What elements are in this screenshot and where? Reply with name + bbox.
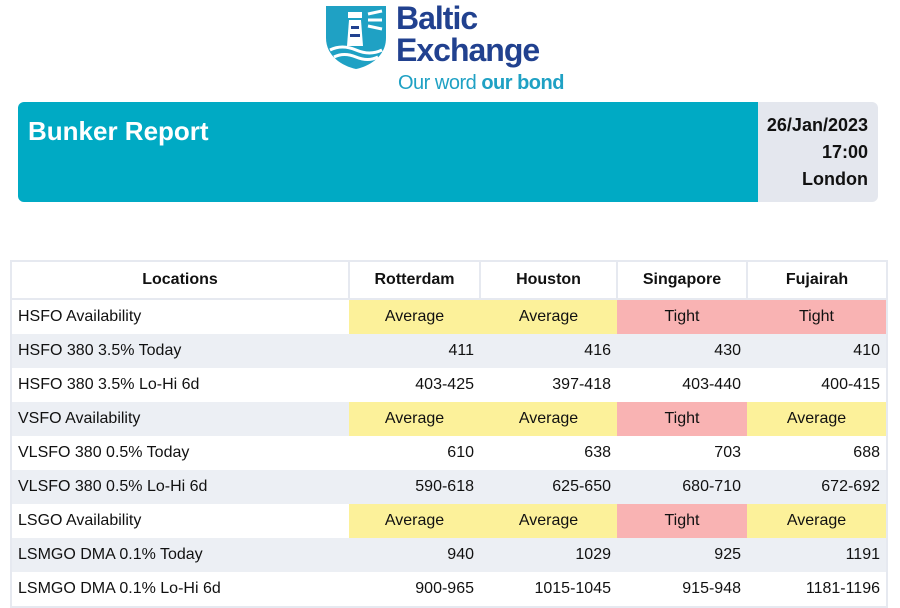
tagline-regular: Our word — [398, 72, 482, 94]
row-label: HSFO 380 3.5% Lo-Hi 6d — [11, 368, 349, 402]
report-header: Bunker Report 26/Jan/2023 17:00 London — [18, 102, 878, 202]
table-row: LSMGO DMA 0.1% Lo-Hi 6d 900-965 1015-1045 9… — [11, 572, 887, 607]
logo-tagline: Our word our bond — [398, 72, 564, 95]
availability-cell: Average — [747, 402, 887, 436]
availability-cell: Tight — [617, 504, 747, 538]
availability-cell: Average — [747, 504, 887, 538]
lighthouse-shield-icon — [326, 6, 386, 69]
header-meta: 26/Jan/2023 17:00 London — [758, 102, 878, 202]
header-banner: Bunker Report — [18, 102, 758, 202]
price-cell: 915-948 — [617, 572, 747, 607]
availability-cell: Average — [480, 402, 617, 436]
table-row: HSFO Availability Average Average Tight Tigh… — [11, 299, 887, 334]
price-cell: 610 — [349, 436, 480, 470]
row-label: HSFO 380 3.5% Today — [11, 334, 349, 368]
price-cell: 1181-1196 — [747, 572, 887, 607]
report-location: London — [802, 169, 868, 189]
table-row: VLSFO 380 0.5% Lo-Hi 6d 590-618 625-650 680… — [11, 470, 887, 504]
availability-cell: Average — [349, 402, 480, 436]
table-header-row: Locations Rotterdam Houston Singapore Fu… — [11, 261, 888, 300]
price-cell: 625-650 — [480, 470, 617, 504]
price-cell: 638 — [480, 436, 617, 470]
price-cell: 1029 — [480, 538, 617, 572]
price-cell: 590-618 — [349, 470, 480, 504]
report-date: 26/Jan/2023 — [766, 115, 868, 135]
availability-cell: Average — [349, 299, 480, 334]
column-header-houston: Houston — [480, 261, 618, 300]
price-cell: 411 — [349, 334, 480, 368]
price-cell: 1191 — [747, 538, 887, 572]
price-cell: 703 — [617, 436, 747, 470]
table-row: VLSFO 380 0.5% Today 610 638 703 688 — [11, 436, 887, 470]
price-cell: 430 — [617, 334, 747, 368]
price-cell: 680-710 — [617, 470, 747, 504]
table-row: VSFO Availability Average Average Tight Aver… — [11, 402, 887, 436]
table-body: HSFO Availability Average Average Tight Tigh… — [11, 299, 887, 607]
price-cell: 925 — [617, 538, 747, 572]
availability-cell: Average — [480, 299, 617, 334]
row-label: LSGO Availability — [11, 504, 349, 538]
table-row: HSFO 380 3.5% Today 411 416 430 410 — [11, 334, 887, 368]
row-label: LSMGO DMA 0.1% Today — [11, 538, 349, 572]
row-label: VLSFO 380 0.5% Lo-Hi 6d — [11, 470, 349, 504]
availability-cell: Tight — [617, 402, 747, 436]
column-header-singapore: Singapore — [617, 261, 748, 300]
price-cell: 940 — [349, 538, 480, 572]
tagline-bold: our bond — [481, 72, 564, 94]
price-cell: 400-415 — [747, 368, 887, 402]
price-cell: 410 — [747, 334, 887, 368]
availability-cell: Tight — [747, 299, 887, 334]
report-time: 17:00 — [821, 142, 868, 162]
table-row: LSMGO DMA 0.1% Today 940 1029 925 1191 — [11, 538, 887, 572]
row-label: VLSFO 380 0.5% Today — [11, 436, 349, 470]
row-label: HSFO Availability — [11, 299, 349, 334]
price-cell: 900-965 — [349, 572, 480, 607]
column-header-rotterdam: Rotterdam — [349, 261, 481, 300]
availability-cell: Average — [349, 504, 480, 538]
column-header-fujairah: Fujairah — [747, 261, 888, 300]
price-cell: 1015-1045 — [480, 572, 617, 607]
price-cell: 672-692 — [747, 470, 887, 504]
table-row: LSGO Availability Average Average Tight Aver… — [11, 504, 887, 538]
row-label: VSFO Availability — [11, 402, 349, 436]
bunker-price-table: Locations Rotterdam Houston Singapore Fu… — [10, 260, 888, 608]
logo-wordmark-line2: Exchange — [396, 32, 540, 68]
availability-cell: Average — [480, 504, 617, 538]
price-cell: 416 — [480, 334, 617, 368]
availability-cell: Tight — [617, 299, 747, 334]
column-header-locations: Locations — [11, 261, 350, 300]
price-cell: 688 — [747, 436, 887, 470]
logo-wordmark-line1: Baltic — [396, 0, 478, 36]
price-cell: 403-425 — [349, 368, 480, 402]
row-label: LSMGO DMA 0.1% Lo-Hi 6d — [11, 572, 349, 607]
price-cell: 403-440 — [617, 368, 747, 402]
baltic-exchange-logo: Baltic Exchange Our word our bond — [322, 0, 582, 98]
price-cell: 397-418 — [480, 368, 617, 402]
table-row: HSFO 380 3.5% Lo-Hi 6d 403-425 397-418 403-… — [11, 368, 887, 402]
page-title: Bunker Report — [28, 116, 209, 146]
